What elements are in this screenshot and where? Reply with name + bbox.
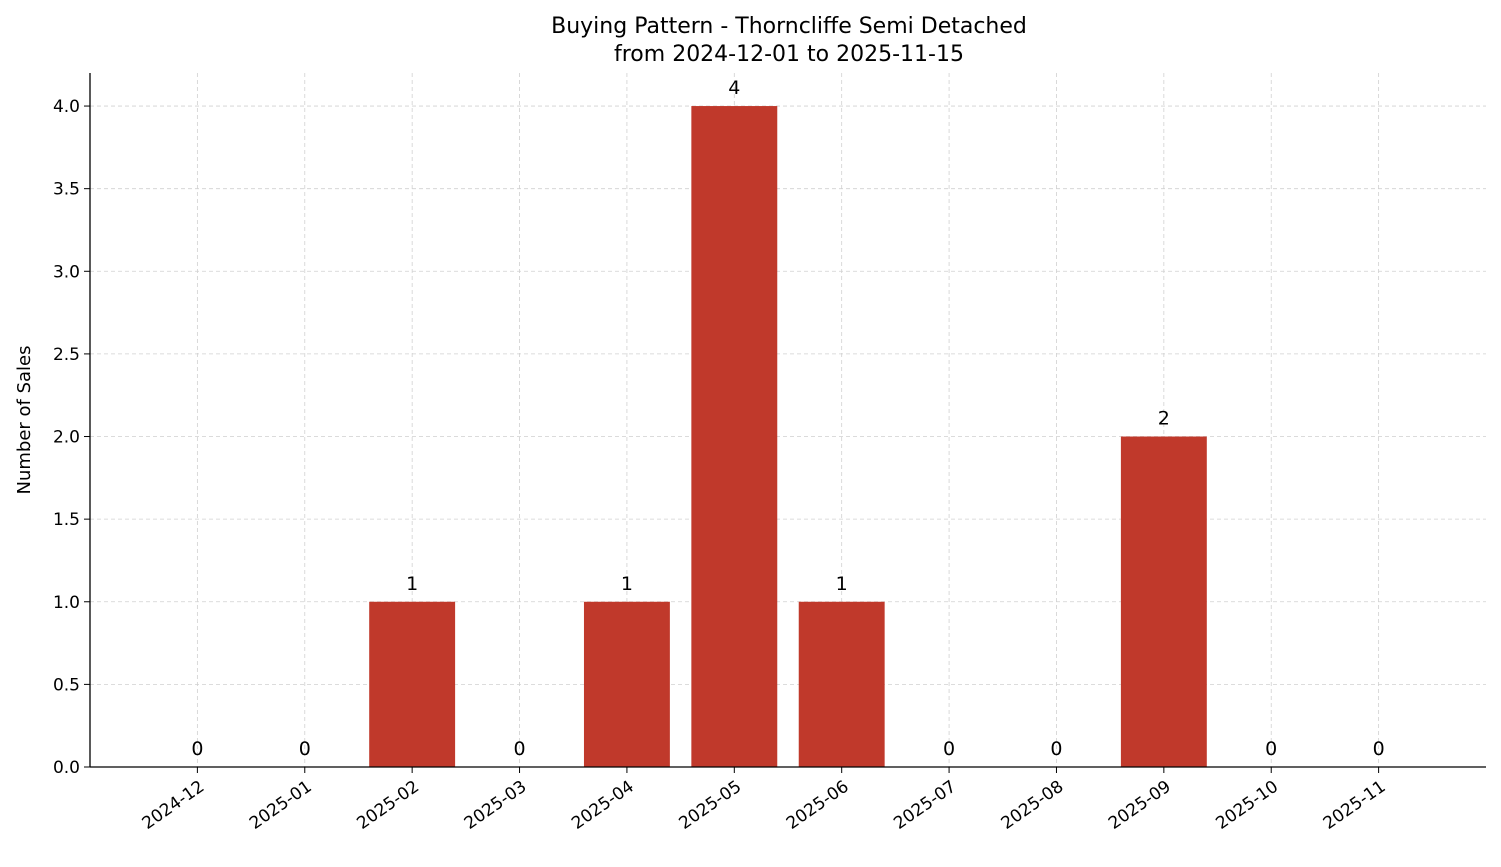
x-tick-label: 2025-07 xyxy=(890,777,960,834)
data-label-2024-12: 0 xyxy=(191,738,203,760)
grid xyxy=(90,73,1486,768)
bar-2025-09 xyxy=(1120,436,1207,767)
data-label-2025-07: 0 xyxy=(943,738,955,760)
y-tick-label: 0.0 xyxy=(53,758,80,778)
y-axis-label: Number of Sales xyxy=(14,345,35,494)
x-tick-label: 2025-11 xyxy=(1320,777,1390,834)
bar-2025-04 xyxy=(583,601,670,767)
data-labels: 0 0 1 0 1 4 1 0 0 2 0 0 xyxy=(191,77,1384,760)
y-tick-label: 2.0 xyxy=(53,428,80,448)
y-tick-label: 0.5 xyxy=(53,675,80,695)
data-label-2025-03: 0 xyxy=(513,738,525,760)
x-tick-label: 2025-06 xyxy=(783,777,853,834)
x-tick-label: 2025-01 xyxy=(246,777,316,834)
data-label-2025-09: 2 xyxy=(1158,408,1170,430)
data-label-2025-08: 0 xyxy=(1050,738,1062,760)
data-label-2025-05: 4 xyxy=(728,77,740,99)
bar-2025-02 xyxy=(369,601,456,767)
x-tick-label: 2024-12 xyxy=(139,777,209,834)
x-tick-label: 2025-09 xyxy=(1105,777,1175,834)
y-tick-label: 1.5 xyxy=(53,510,80,530)
data-label-2025-01: 0 xyxy=(299,738,311,760)
data-label-2025-06: 1 xyxy=(836,573,848,595)
bar-2025-06 xyxy=(798,601,885,767)
x-tick-label: 2025-04 xyxy=(568,777,638,834)
x-tick-label: 2025-10 xyxy=(1212,777,1282,834)
y-tick-label: 3.5 xyxy=(53,180,80,200)
x-tick-label: 2025-08 xyxy=(998,777,1068,834)
x-axis-ticks: 2024-12 2025-01 2025-02 2025-03 2025-04 2025-… xyxy=(139,767,1390,834)
data-label-2025-11: 0 xyxy=(1373,738,1385,760)
x-tick-label: 2025-02 xyxy=(353,777,423,834)
y-tick-label: 2.5 xyxy=(53,345,80,365)
bars xyxy=(369,106,1207,768)
chart-subtitle: from 2024-12-01 to 2025-11-15 xyxy=(614,42,964,67)
x-tick-label: 2025-05 xyxy=(676,777,746,834)
y-tick-label: 4.0 xyxy=(53,97,80,117)
data-label-2025-02: 1 xyxy=(406,573,418,595)
chart-title: Buying Pattern - Thorncliffe Semi Detach… xyxy=(551,14,1027,39)
data-label-2025-10: 0 xyxy=(1265,738,1277,760)
y-tick-label: 1.0 xyxy=(53,593,80,613)
data-label-2025-04: 1 xyxy=(621,573,633,595)
bar-2025-05 xyxy=(691,106,778,768)
y-axis-ticks: 0.0 0.5 1.0 1.5 2.0 2.5 3.0 3.5 4.0 xyxy=(53,97,90,778)
x-tick-label: 2025-03 xyxy=(461,777,531,834)
y-tick-label: 3.0 xyxy=(53,262,80,282)
